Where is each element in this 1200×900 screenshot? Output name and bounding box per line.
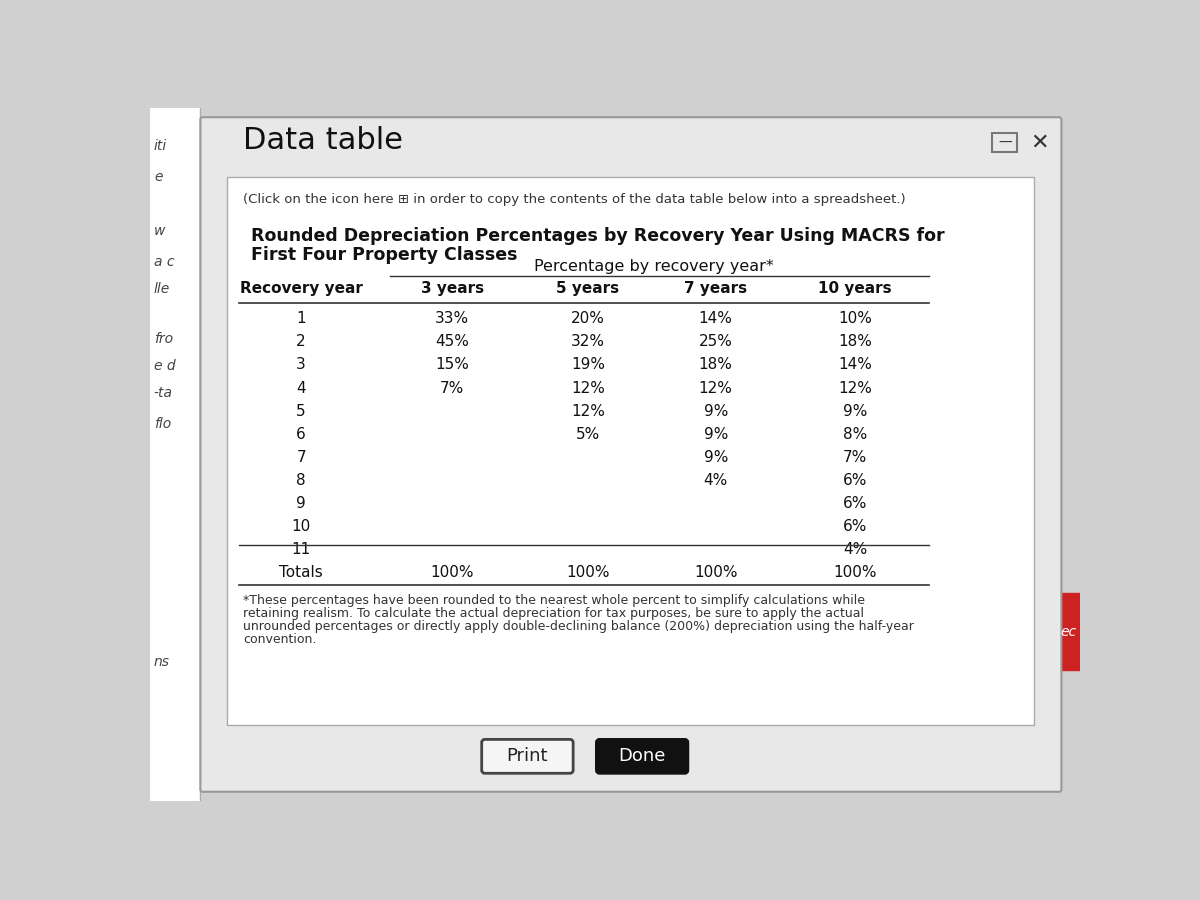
Text: 25%: 25%: [698, 335, 733, 349]
Text: w: w: [154, 224, 166, 238]
Text: 12%: 12%: [571, 404, 605, 419]
Bar: [1052, 593, 1080, 670]
Text: 4: 4: [296, 381, 306, 396]
Text: 10 years: 10 years: [818, 281, 892, 296]
Text: 10: 10: [292, 519, 311, 535]
Bar: [150, 108, 200, 801]
Text: 15%: 15%: [436, 357, 469, 373]
Text: -ta: -ta: [154, 386, 173, 400]
Text: 6%: 6%: [844, 473, 868, 488]
Text: 4%: 4%: [703, 473, 728, 488]
Text: 14%: 14%: [698, 311, 733, 327]
Text: 8: 8: [296, 473, 306, 488]
Text: lle: lle: [154, 282, 170, 296]
Text: 8%: 8%: [844, 427, 868, 442]
Text: 100%: 100%: [566, 565, 610, 581]
Text: 5%: 5%: [576, 427, 600, 442]
Text: 6: 6: [296, 427, 306, 442]
Text: Done: Done: [618, 747, 666, 765]
Text: 19%: 19%: [571, 357, 605, 373]
Text: 7: 7: [296, 450, 306, 465]
Text: retaining realism. To calculate the actual depreciation for tax purposes, be sur: retaining realism. To calculate the actu…: [242, 607, 864, 620]
Text: 4%: 4%: [844, 543, 868, 557]
Text: 3: 3: [296, 357, 306, 373]
Text: 9%: 9%: [703, 404, 728, 419]
Text: 100%: 100%: [431, 565, 474, 581]
Text: 20%: 20%: [571, 311, 605, 327]
Text: 9%: 9%: [703, 427, 728, 442]
Text: 33%: 33%: [436, 311, 469, 327]
Text: 9%: 9%: [703, 450, 728, 465]
Text: 9: 9: [296, 496, 306, 511]
Text: 12%: 12%: [839, 381, 872, 396]
Text: 18%: 18%: [839, 335, 872, 349]
FancyBboxPatch shape: [200, 117, 1062, 792]
Text: 5: 5: [296, 404, 306, 419]
Text: convention.: convention.: [242, 633, 317, 646]
Text: a c: a c: [154, 255, 174, 269]
Text: Data table: Data table: [242, 126, 403, 155]
Text: Print: Print: [506, 747, 548, 765]
Text: fro: fro: [154, 332, 173, 346]
Text: 1: 1: [296, 311, 306, 327]
Text: 7%: 7%: [844, 450, 868, 465]
Text: e d: e d: [154, 359, 175, 373]
Text: 12%: 12%: [698, 381, 733, 396]
FancyBboxPatch shape: [227, 176, 1034, 724]
Text: ec: ec: [1061, 625, 1076, 639]
Text: Percentage by recovery year*: Percentage by recovery year*: [534, 258, 774, 274]
Text: Totals: Totals: [280, 565, 323, 581]
Text: Rounded Depreciation Percentages by Recovery Year Using MACRS for: Rounded Depreciation Percentages by Reco…: [251, 228, 944, 246]
Text: 3 years: 3 years: [421, 281, 484, 296]
Text: 7%: 7%: [440, 381, 464, 396]
Text: First Four Property Classes: First Four Property Classes: [251, 246, 517, 264]
FancyBboxPatch shape: [481, 740, 574, 773]
Text: ns: ns: [154, 655, 170, 670]
Text: —: —: [998, 136, 1012, 149]
Text: 9%: 9%: [844, 404, 868, 419]
Text: *These percentages have been rounded to the nearest whole percent to simplify ca: *These percentages have been rounded to …: [242, 594, 865, 607]
Text: 6%: 6%: [844, 519, 868, 535]
Text: 45%: 45%: [436, 335, 469, 349]
Text: e: e: [154, 170, 162, 184]
Text: unrounded percentages or directly apply double-declining balance (200%) deprecia: unrounded percentages or directly apply …: [242, 620, 914, 633]
Text: 14%: 14%: [839, 357, 872, 373]
Text: 10%: 10%: [839, 311, 872, 327]
Text: 6%: 6%: [844, 496, 868, 511]
Text: 12%: 12%: [571, 381, 605, 396]
Text: 100%: 100%: [694, 565, 738, 581]
Text: (Click on the icon here ⊞ in order to copy the contents of the data table below : (Click on the icon here ⊞ in order to co…: [242, 193, 906, 206]
Text: 100%: 100%: [834, 565, 877, 581]
FancyBboxPatch shape: [992, 133, 1018, 152]
Text: 7 years: 7 years: [684, 281, 748, 296]
Text: 18%: 18%: [698, 357, 733, 373]
Text: ✕: ✕: [1031, 132, 1049, 153]
Text: 5 years: 5 years: [557, 281, 619, 296]
Text: 32%: 32%: [571, 335, 605, 349]
FancyBboxPatch shape: [596, 740, 688, 773]
Text: Recovery year: Recovery year: [240, 281, 362, 296]
Text: flo: flo: [154, 417, 172, 431]
Text: 11: 11: [292, 543, 311, 557]
Text: 2: 2: [296, 335, 306, 349]
Text: iti: iti: [154, 140, 167, 154]
